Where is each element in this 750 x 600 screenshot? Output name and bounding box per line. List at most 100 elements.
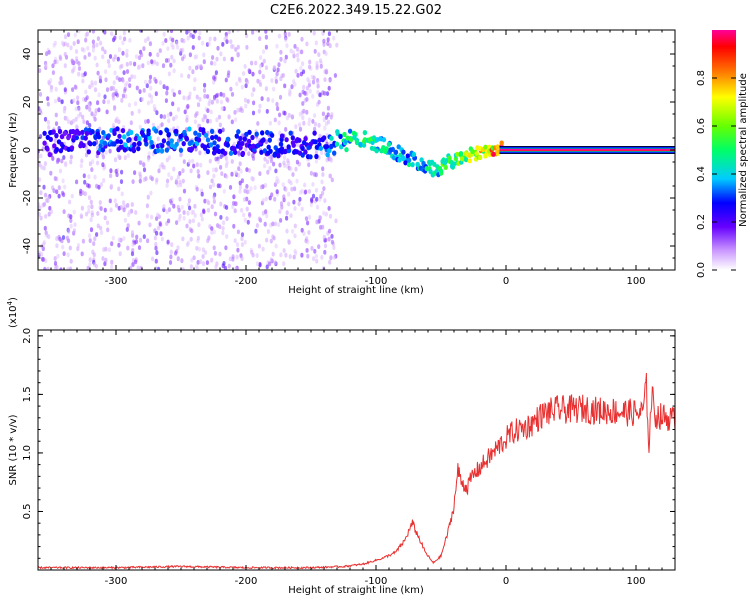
noise-cell [150, 214, 154, 220]
noise-cell [52, 43, 56, 48]
noise-cell [160, 162, 164, 168]
signal-cell [129, 129, 134, 136]
noise-cell [157, 168, 161, 174]
noise-cell [322, 186, 326, 192]
noise-cell [300, 252, 304, 258]
noise-cell [168, 260, 173, 265]
noise-cell [296, 142, 300, 148]
noise-cell [51, 70, 56, 75]
signal-cell [153, 128, 159, 134]
noise-cell [315, 65, 319, 71]
noise-cell [196, 123, 200, 129]
noise-cell [235, 242, 240, 248]
noise-cell [185, 117, 189, 123]
noise-cell [57, 193, 61, 199]
noise-cell [238, 189, 242, 194]
noise-cell [108, 54, 113, 59]
noise-cell [307, 64, 312, 70]
noise-cell [265, 159, 270, 165]
noise-cell [244, 83, 248, 89]
noise-cell [284, 54, 288, 60]
noise-cell [218, 122, 222, 128]
noise-cell [298, 196, 302, 202]
noise-cell [224, 155, 228, 161]
noise-cell [126, 223, 130, 229]
y-tick-label: 20 [22, 96, 33, 109]
noise-cell [245, 206, 249, 212]
noise-cell [308, 88, 312, 94]
noise-cell [99, 40, 103, 46]
noise-cell [225, 39, 229, 44]
noise-cell [186, 210, 190, 216]
noise-cell [117, 47, 121, 53]
noise-cell [87, 209, 91, 214]
noise-cell [179, 152, 183, 157]
noise-cell [334, 218, 338, 224]
noise-cell [271, 221, 275, 227]
colorbar-ticks: 0.0 0.2 0.4 0.6 0.8 [696, 70, 736, 278]
noise-cell [290, 186, 294, 192]
noise-cell [238, 184, 243, 190]
noise-cell [282, 248, 286, 253]
noise-cell [48, 205, 52, 211]
noise-cell [92, 43, 96, 49]
noise-cell [314, 158, 318, 164]
x-tick-label: 100 [626, 276, 645, 287]
noise-cell [213, 76, 217, 82]
noise-cell [68, 199, 72, 205]
signal-cell [467, 158, 472, 164]
noise-cell [328, 213, 333, 219]
noise-cell [46, 266, 50, 270]
noise-cell [175, 40, 179, 46]
noise-cell [59, 267, 63, 270]
noise-cell [109, 207, 113, 213]
noise-cell [257, 216, 261, 222]
signal-cell [410, 162, 415, 168]
noise-cell [105, 109, 109, 115]
noise-cell [123, 217, 127, 223]
noise-cell [261, 198, 265, 203]
signal-cell [136, 146, 141, 152]
noise-cell [70, 193, 74, 199]
noise-cell [93, 174, 97, 180]
noise-cell [140, 96, 145, 102]
noise-cell [45, 51, 49, 57]
noise-cell [191, 209, 195, 215]
noise-cell [72, 209, 76, 215]
noise-cell [219, 201, 223, 207]
noise-cell [229, 86, 233, 92]
noise-cell [130, 251, 135, 257]
signal-cell [354, 140, 360, 146]
signal-cell [238, 144, 243, 151]
signal-cell [90, 129, 95, 135]
noise-cell [227, 263, 231, 269]
noise-cell [102, 99, 106, 105]
noise-cell [121, 40, 125, 46]
signal-cell [210, 135, 215, 141]
noise-cell [332, 35, 336, 41]
noise-cell [287, 191, 291, 197]
signal-cell [166, 140, 171, 146]
noise-cell [295, 178, 299, 184]
noise-cell [307, 189, 311, 194]
noise-cell [172, 92, 176, 97]
y-tick-label: 0.5 [22, 504, 33, 520]
x-tick-label: 100 [626, 576, 645, 587]
noise-cell [53, 260, 58, 266]
noise-cell [201, 117, 205, 123]
noise-cell [323, 198, 327, 204]
noise-cell [314, 253, 318, 259]
signal-cell [284, 137, 289, 143]
noise-cell [115, 92, 119, 98]
noise-cell [149, 175, 153, 180]
noise-cell [80, 205, 84, 211]
noise-cell [263, 163, 267, 169]
noise-cell [240, 232, 245, 238]
noise-cell [108, 198, 112, 204]
noise-cell [133, 74, 137, 80]
noise-cell [181, 267, 185, 270]
signal-cell [447, 155, 452, 161]
noise-cell [285, 228, 289, 234]
noise-cell [123, 36, 127, 42]
noise-cell [333, 73, 337, 78]
